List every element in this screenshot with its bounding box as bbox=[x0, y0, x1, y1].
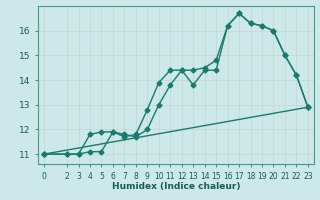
X-axis label: Humidex (Indice chaleur): Humidex (Indice chaleur) bbox=[112, 182, 240, 191]
